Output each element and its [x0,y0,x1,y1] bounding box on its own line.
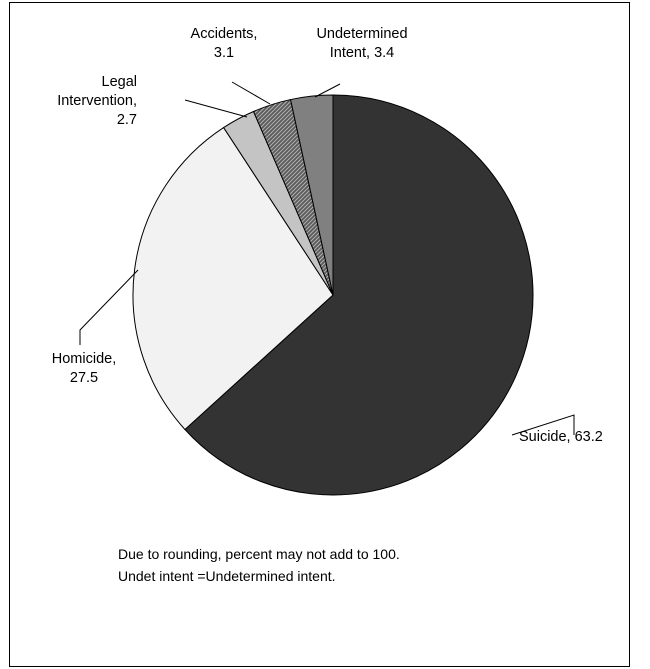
slice-undetermined [289,94,334,296]
footnote-undet: Undet intent =Undetermined intent. [118,568,336,584]
slice-suicide-leader-line [511,414,575,436]
slice-homicide-leader-line [79,269,139,345]
slice-homicide-label: Homicide, 27.5 [52,351,116,386]
slice-accidents-label: Accidents, 3.1 [191,26,258,61]
footnote-rounding: Due to rounding, percent may not add to … [118,546,400,562]
slice-accidents-leader-line [231,81,271,105]
slice-undetermined-label: Undetermined Intent, 3.4 [316,26,407,61]
slice-suicide-label: Suicide, 63.2 [519,429,603,445]
slice-homicide [132,126,334,431]
slice-legal-label: Legal Intervention, 2.7 [57,74,137,128]
slice-undetermined-leader-line [314,83,341,98]
slice-suicide [184,94,534,496]
slice-legal-leader-line [184,99,248,118]
